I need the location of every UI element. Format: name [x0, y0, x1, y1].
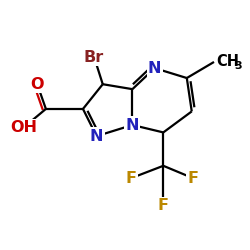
Text: 3: 3: [234, 62, 242, 72]
Text: N: N: [90, 128, 103, 144]
Text: F: F: [126, 171, 137, 186]
Text: N: N: [148, 61, 162, 76]
Text: N: N: [126, 118, 139, 132]
Text: F: F: [158, 198, 169, 213]
Text: O: O: [30, 77, 44, 92]
Text: F: F: [188, 171, 198, 186]
Text: OH: OH: [10, 120, 37, 135]
Text: Br: Br: [84, 50, 104, 64]
Text: CH: CH: [216, 54, 240, 70]
